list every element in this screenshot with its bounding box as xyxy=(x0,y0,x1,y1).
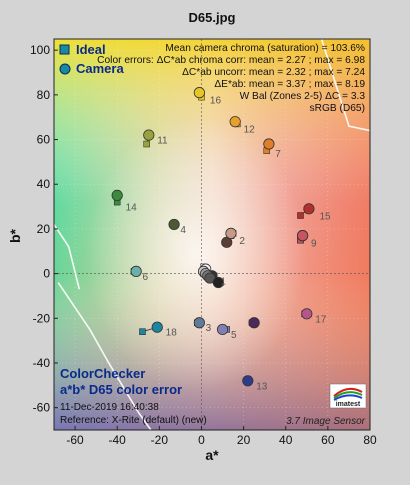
patch-label-7: 7 xyxy=(275,149,281,160)
x-tick-label: 20 xyxy=(237,433,251,447)
gamut-line-top xyxy=(320,39,370,132)
y-axis-title: b* xyxy=(7,228,23,243)
chart-title: D65.jpg xyxy=(189,10,236,25)
camera-point-2 xyxy=(221,236,233,248)
legend: Ideal Camera xyxy=(59,42,124,76)
info-block: ColorChecker a*b* D65 color error 11-Dec… xyxy=(60,366,207,426)
stat-white-balance: W Bal (Zones 2-5) ΔC = 3.3 xyxy=(240,91,366,102)
patch-label-6: 6 xyxy=(142,272,148,283)
camera-point-16 xyxy=(193,87,205,99)
legend-camera-swatch xyxy=(59,63,71,75)
y-tick-label: 0 xyxy=(43,267,50,281)
x-tick-label: 60 xyxy=(321,433,335,447)
stat-colorspace: sRGB (D65) xyxy=(310,103,365,114)
legend-camera-label: Camera xyxy=(76,61,124,76)
gamut-boundary xyxy=(54,39,370,430)
camera-point-17 xyxy=(301,308,313,320)
stat-delta-e: ΔE*ab: mean = 3.37 ; max = 8.19 xyxy=(214,79,365,90)
camera-point-6 xyxy=(130,265,142,277)
info-chart-subtitle: a*b* D65 color error xyxy=(60,382,182,397)
patch-label-15: 15 xyxy=(319,212,331,223)
stat-chroma-uncorr: ΔC*ab uncorr: mean = 2.32 ; max = 7.24 xyxy=(182,67,365,78)
ideal-point-18 xyxy=(139,328,146,335)
data-points xyxy=(111,87,315,387)
stats-block: Mean camera chroma (saturation) = 103.6%… xyxy=(97,43,365,114)
patch-label-18: 18 xyxy=(166,328,178,339)
ideal-point-15 xyxy=(297,212,304,219)
camera-point-14 xyxy=(111,189,123,201)
stat-chroma: Mean camera chroma (saturation) = 103.6% xyxy=(165,43,365,54)
x-tick-label: 0 xyxy=(198,433,205,447)
camera-point-24 xyxy=(212,276,224,289)
x-tick-label: -60 xyxy=(66,433,84,447)
camera-point-18 xyxy=(151,321,163,333)
y-tick-label: -60 xyxy=(33,401,51,415)
x-tick-label: 80 xyxy=(363,433,377,447)
x-axis-title: a* xyxy=(205,447,219,463)
y-tick-label: 20 xyxy=(37,222,51,236)
patch-label-17: 17 xyxy=(315,314,327,325)
imatest-logo: imatest xyxy=(329,383,367,409)
ideal-point-11 xyxy=(143,140,150,148)
legend-ideal-label: Ideal xyxy=(76,42,106,57)
x-tick-label: 40 xyxy=(279,433,293,447)
plot-background xyxy=(54,39,370,430)
y-tick-label: 100 xyxy=(30,43,50,57)
x-tick-label: -20 xyxy=(151,433,169,447)
camera-point-11 xyxy=(143,129,155,141)
legend-ideal-swatch xyxy=(59,44,70,55)
plot-frame xyxy=(53,38,371,431)
camera-point-2b xyxy=(225,227,237,239)
camera-point-12 xyxy=(229,116,241,128)
info-reference: Reference: X-Rite (default) (new) xyxy=(60,415,207,426)
y-tick-label: 40 xyxy=(37,177,51,191)
patch-label-2: 2 xyxy=(239,236,245,247)
y-axis-ticks: -60 -40 -20 0 20 40 60 80 100 xyxy=(30,43,58,415)
patch-label-11: 11 xyxy=(157,136,168,147)
patch-label-16: 16 xyxy=(210,95,222,106)
y-tick-label: 80 xyxy=(37,88,51,102)
patch-label-13: 13 xyxy=(256,381,268,392)
patch-label-12: 12 xyxy=(244,124,256,135)
camera-point-9 xyxy=(296,230,309,242)
patch-label-5: 5 xyxy=(231,330,237,341)
y-tick-label: 60 xyxy=(37,133,51,147)
camera-point-10 xyxy=(248,317,260,329)
patch-label-3: 3 xyxy=(206,323,212,334)
logo-text: imatest xyxy=(336,401,361,408)
info-date: 11-Dec-2019 16:40:38 xyxy=(60,402,159,413)
camera-point-5 xyxy=(216,323,229,336)
patch-label-14: 14 xyxy=(126,203,138,214)
brand-label: 3.7 Image Sensor xyxy=(286,416,366,427)
x-axis-ticks: -60 -40 -20 0 20 40 60 80 xyxy=(66,426,377,447)
gamut-line-lower xyxy=(57,282,152,430)
patch-label-1: 1 xyxy=(220,276,226,287)
camera-point-7 xyxy=(263,138,275,150)
camera-point-15 xyxy=(303,203,315,215)
patch-label-9: 9 xyxy=(311,238,317,249)
camera-point-13 xyxy=(242,375,254,387)
camera-point-3 xyxy=(193,317,205,329)
y-tick-label: -20 xyxy=(33,311,51,325)
info-chart-name: ColorChecker xyxy=(60,366,145,381)
patch-label-4: 4 xyxy=(180,225,186,236)
grid xyxy=(54,39,371,430)
camera-point-4 xyxy=(168,218,180,231)
gamut-line-left xyxy=(54,224,81,290)
y-tick-label: -40 xyxy=(33,356,51,370)
stat-chroma-corr: Color errors: ΔC*ab chroma corr: mean = … xyxy=(97,55,365,66)
x-tick-label: -40 xyxy=(109,433,127,447)
